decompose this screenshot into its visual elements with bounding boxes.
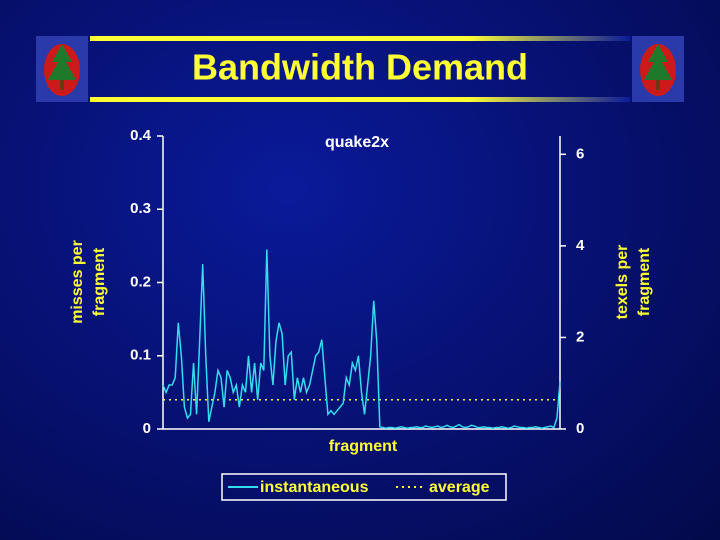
y2-tick-label: 2 <box>576 328 584 345</box>
y-tick-label: 0.4 <box>130 127 152 144</box>
y2-axis-label: texels per fragment <box>614 245 653 320</box>
y-tick-label: 0.3 <box>130 200 151 217</box>
title-rule <box>90 36 630 41</box>
logo <box>632 36 684 102</box>
y-tick-label: 0 <box>143 420 151 437</box>
legend-label: instantaneous <box>260 479 369 496</box>
slide-title: Bandwidth Demand <box>192 47 528 88</box>
legend-label: average <box>429 479 490 496</box>
y2-tick-label: 4 <box>576 237 585 254</box>
y-tick-label: 0.1 <box>130 347 151 364</box>
x-axis-label: fragment <box>329 438 398 455</box>
y2-tick-label: 0 <box>576 420 584 437</box>
title-rule <box>90 97 630 102</box>
legend-box <box>221 473 507 501</box>
chart-title: quake2x <box>325 134 389 151</box>
logo <box>36 36 88 102</box>
y-axis-label: misses per fragment <box>69 240 108 324</box>
y2-tick-label: 6 <box>576 145 584 162</box>
data-line <box>162 249 561 430</box>
y-tick-label: 0.2 <box>130 273 151 290</box>
